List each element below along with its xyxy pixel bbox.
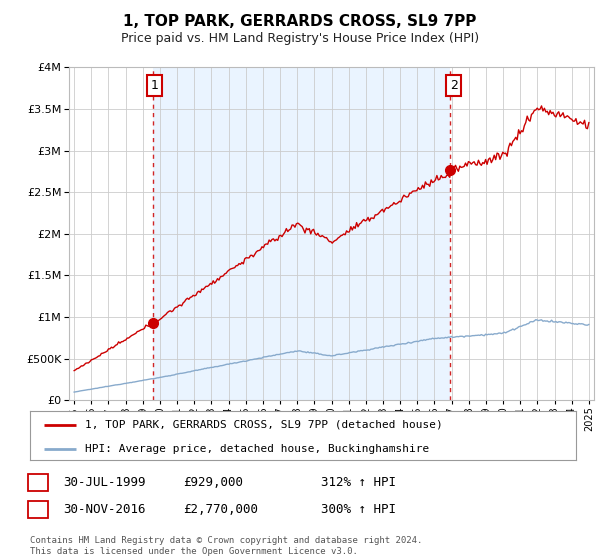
Text: 2: 2 [34, 503, 41, 516]
Text: 1, TOP PARK, GERRARDS CROSS, SL9 7PP (detached house): 1, TOP PARK, GERRARDS CROSS, SL9 7PP (de… [85, 420, 442, 430]
Text: 1, TOP PARK, GERRARDS CROSS, SL9 7PP: 1, TOP PARK, GERRARDS CROSS, SL9 7PP [124, 14, 476, 29]
Text: £929,000: £929,000 [183, 476, 243, 489]
Text: 312% ↑ HPI: 312% ↑ HPI [321, 476, 396, 489]
Text: 300% ↑ HPI: 300% ↑ HPI [321, 503, 396, 516]
Text: 30-JUL-1999: 30-JUL-1999 [63, 476, 146, 489]
Text: 2: 2 [449, 79, 458, 92]
Text: HPI: Average price, detached house, Buckinghamshire: HPI: Average price, detached house, Buck… [85, 445, 429, 455]
Text: Price paid vs. HM Land Registry's House Price Index (HPI): Price paid vs. HM Land Registry's House … [121, 32, 479, 45]
Text: £2,770,000: £2,770,000 [183, 503, 258, 516]
Bar [153, 67, 450, 400]
Text: 30-NOV-2016: 30-NOV-2016 [63, 503, 146, 516]
Text: 1: 1 [151, 79, 158, 92]
Text: Contains HM Land Registry data © Crown copyright and database right 2024.
This d: Contains HM Land Registry data © Crown c… [30, 536, 422, 556]
Text: 1: 1 [34, 476, 41, 489]
